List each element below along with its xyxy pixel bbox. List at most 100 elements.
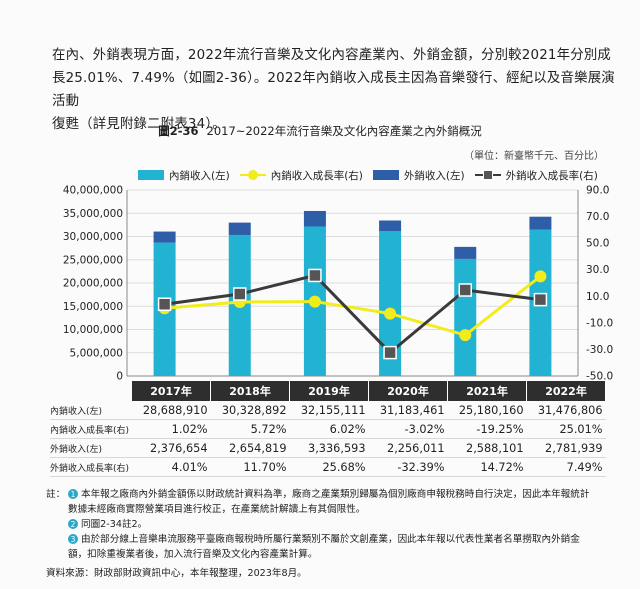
table-cell: -19.25% (447, 419, 527, 439)
bar-export (529, 216, 552, 230)
table-cell: 11.70% (210, 457, 290, 477)
legend-export: 外銷收入(左) (372, 168, 465, 183)
point-domestic-growth (534, 270, 547, 283)
note-1: 註： 1 本年報之廠商內外銷金額係以財政統計資料為準，廠商之產業類別歸屬為個別廠商… (46, 487, 622, 517)
note-3: 3 由於部分線上音樂串流服務平臺廠商報稅時所屬行業類別不屬於文創產業，因此本年報以… (46, 532, 622, 562)
note-number-3: 3 (68, 534, 78, 544)
table-cell: 31,183,461 (368, 401, 448, 420)
point-export-growth (308, 268, 322, 283)
table-header-cell: 2022年 (526, 381, 607, 401)
point-export-growth (383, 345, 397, 360)
left-axis-tick-label: 0 (116, 371, 123, 383)
note-text-2: 同圖2-34註2。 (81, 519, 148, 530)
right-axis-tick-label: -50.0 (586, 371, 613, 383)
legend-domestic-swatch (138, 170, 164, 180)
line-domestic-growth (164, 275, 542, 337)
figure-title: 圖2-36 2017~2022年流行音樂及文化內容產業之內外銷概況 (0, 123, 640, 139)
table-header-cell: 2017年 (132, 381, 212, 401)
legend-export-swatch (372, 170, 399, 180)
point-domestic-growth (459, 329, 472, 342)
legend-domestic: 內銷收入(左) (138, 168, 230, 183)
legend-export-growth-swatch (474, 170, 501, 180)
table-header-cell: 2021年 (447, 381, 528, 401)
intro-paragraph: 在內、外銷表現方面，2022年流行音樂及文化內容產業內、外銷金額，分別較2021… (52, 44, 622, 136)
note-text-1: 本年報之廠商內外銷金額係以財政統計資料為準，廠商之產業類別歸屬為個別廠商申報稅務… (81, 489, 590, 500)
row-label: 內銷收入成長率(右) (50, 419, 133, 439)
table-cell: 31,476,806 (526, 401, 606, 420)
bar-export (228, 222, 251, 235)
table-cell: 7.49% (526, 457, 606, 477)
table-header-cell: 2018年 (210, 381, 291, 401)
legend-export-label: 外銷收入(左) (403, 169, 465, 182)
note-number-1: 1 (68, 489, 78, 499)
left-axis-tick-label: 5,000,000 (70, 347, 123, 359)
note-text-3: 由於部分線上音樂串流服務平臺廠商報稅時所屬行業類別不屬於文創產業，因此本年報以代… (81, 534, 580, 545)
left-axis-tick-label: 20,000,000 (63, 278, 123, 290)
point-export-growth (533, 292, 548, 307)
point-export-growth (458, 283, 472, 297)
bar-export (153, 231, 176, 243)
right-axis-tick-label: 10.0 (586, 291, 609, 303)
data-table: 2017年 2018年 2019年 2020年 2021年 2022年 內銷收入… (50, 381, 607, 477)
table-cell: 14.72% (447, 457, 527, 477)
right-axis-tick-label: 50.0 (586, 238, 609, 250)
left-axis-tick-label: 35,000,000 (63, 208, 123, 220)
legend-domestic-growth: 內銷收入成長率(右) (239, 168, 363, 183)
note-text-1-cont: 數據未經廠商實際營業項目進行校正，在產業統計解讀上有其侷限性。 (68, 504, 366, 515)
point-domestic-growth (384, 307, 397, 320)
table-cell: 2,781,939 (526, 438, 606, 458)
legend-domestic-growth-swatch (239, 170, 266, 180)
intro-line-1: 在內、外銷表現方面，2022年流行音樂及文化內容產業內、外銷金額，分別較2021… (52, 48, 612, 63)
left-axis-tick-label: 25,000,000 (63, 254, 123, 266)
table-header-cell: 2020年 (368, 381, 449, 401)
table-cell: 2,256,011 (368, 438, 448, 458)
table-cell: 32,155,111 (289, 401, 369, 420)
intro-line-3: 復甦（詳見附錄二附表34）。 (52, 117, 226, 132)
legend-domestic-growth-label: 內銷收入成長率(右) (270, 169, 363, 182)
notes-section: 註： 1 本年報之廠商內外銷金額係以財政統計資料為準，廠商之產業類別歸屬為個別廠商… (46, 487, 622, 562)
table-cell: 2,376,654 (132, 438, 211, 458)
right-axis-tick-label: 90.0 (586, 185, 609, 197)
legend-domestic-label: 內銷收入(左) (169, 169, 230, 182)
bar-export (379, 220, 402, 231)
table-row: 外銷收入成長率(右) 4.01% 11.70% 25.68% -32.39% 1… (50, 457, 606, 477)
bar-domestic (454, 258, 477, 376)
row-label: 外銷收入(左) (50, 438, 133, 458)
table-row: 外銷收入(左) 2,376,654 2,654,819 3,336,593 2,… (50, 438, 606, 458)
bar-export (303, 210, 326, 227)
chart-legend: 內銷收入(左) 內銷收入成長率(右) 外銷收入(左) 外銷收入成長率(右) (138, 168, 608, 182)
table-row: 內銷收入(左) 28,688,910 30,328,892 32,155,111… (50, 401, 606, 420)
notes-label: 註： (46, 489, 66, 500)
table-cell: 4.01% (132, 457, 211, 477)
right-axis-tick-label: -30.0 (586, 344, 613, 356)
source-note: 資料來源：財政部財政資訊中心，本年報整理，2023年8月。 (46, 568, 307, 579)
figure-number: 圖2-36 (158, 124, 199, 138)
table-cell: 1.02% (132, 419, 211, 439)
table-corner (50, 381, 132, 401)
note-text-3-cont: 額，扣除重複業者後，加入流行音樂及文化內容產業計算。 (68, 549, 318, 560)
row-label: 內銷收入(左) (50, 401, 133, 420)
bar-export (454, 246, 477, 259)
legend-export-growth: 外銷收入成長率(右) (474, 168, 598, 183)
unit-label: （單位：新臺幣千元、百分比） (464, 151, 604, 162)
bar-domestic (379, 230, 402, 376)
left-axis-tick-label: 40,000,000 (63, 185, 123, 197)
table-cell: 25,180,160 (447, 401, 527, 420)
table-cell: 2,588,101 (447, 438, 527, 458)
table-cell: -32.39% (368, 457, 448, 477)
intro-line-2: 長25.01%、7.49%（如圖2-36）。2022年內銷收入成長主因為音樂發行… (52, 71, 615, 109)
left-axis-tick-label: 15,000,000 (63, 301, 123, 313)
row-label: 外銷收入成長率(右) (50, 457, 133, 477)
table-cell: 5.72% (210, 419, 290, 439)
note-number-2: 2 (68, 519, 78, 529)
table-header-cell: 2019年 (289, 381, 370, 401)
legend-export-growth-label: 外銷收入成長率(右) (505, 169, 598, 182)
table-cell: 25.01% (526, 419, 606, 439)
table-header-row: 2017年 2018年 2019年 2020年 2021年 2022年 (50, 381, 607, 401)
point-export-growth (157, 297, 172, 311)
point-export-growth (233, 287, 247, 301)
table-cell: 28,688,910 (132, 401, 211, 420)
table-cell: 6.02% (289, 419, 369, 439)
line-export-growth (164, 273, 541, 355)
